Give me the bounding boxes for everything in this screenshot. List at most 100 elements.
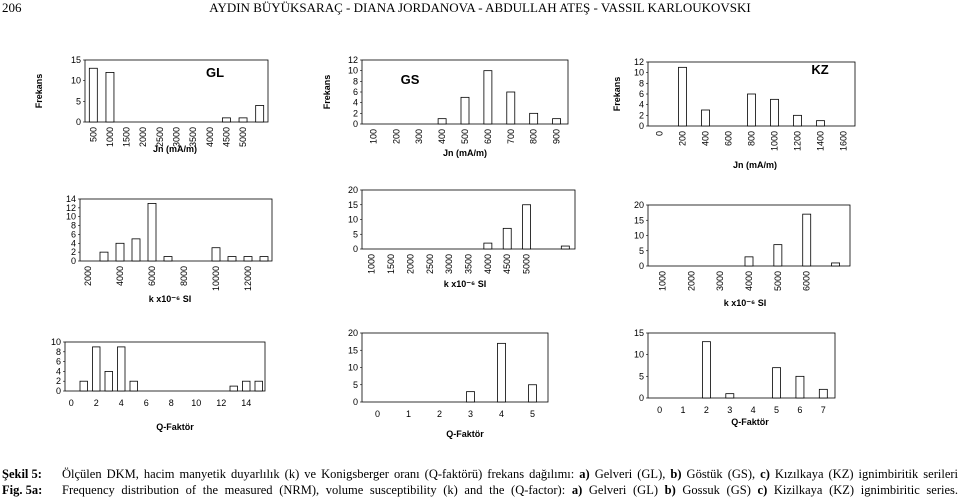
y-tick-label: 0 [639,121,644,131]
y-tick-label: 8 [71,221,76,231]
x-axis-label: Q-Faktör [156,422,194,432]
y-tick-label: 12 [66,203,76,213]
x-tick-label: 1600 [839,131,849,151]
plot-frame [79,198,273,262]
x-tick-label: 6 [144,398,149,408]
bar [795,375,805,399]
caption-segment: Gelveri (GL) [582,483,665,497]
bar [502,227,512,250]
x-tick-label: 8 [169,398,174,408]
bar [105,72,115,123]
y-tick-label: 6 [71,229,76,239]
y-tick-label: 0 [76,117,81,127]
caption-segment: c) [757,483,768,497]
y-tick-label: 10 [634,350,644,360]
bar [131,238,141,262]
y-tick-label: 15 [348,200,358,210]
bar [163,256,173,262]
x-tick-label: 500 [88,127,98,142]
x-tick-label: 4000 [205,127,215,147]
caption-label: Fig. 5a: [2,483,43,497]
x-tick-label: 500 [460,129,470,144]
x-tick-label: 6000 [802,271,812,291]
bar [242,380,251,392]
x-tick-label: 1 [681,405,686,415]
bar [483,242,493,250]
y-tick-label: 10 [348,66,358,76]
x-tick-label: 0 [655,131,665,136]
x-tick-label: 700 [506,129,516,144]
page-header: 206 AYDIN BÜYÜKSARAÇ - DIANA JORDANOVA -… [0,0,960,16]
y-tick-label: 4 [56,366,61,376]
y-tick-label: 0 [71,256,76,266]
x-tick-label: 2 [704,405,709,415]
x-tick-label: 200 [391,129,401,144]
x-tick-label: 6 [797,405,802,415]
y-tick-label: 10 [634,231,644,241]
y-tick-label: 8 [353,76,358,86]
bar [229,385,238,392]
x-axis-label: Jn (mA/m) [153,144,197,154]
bar [129,380,138,392]
bar [79,380,88,392]
x-tick-label: 3000 [715,271,725,291]
bar [831,262,840,267]
x-tick-label: 4 [499,409,504,419]
caption-segment: Göstük (GS), [681,467,761,481]
chart-title: GS [401,72,420,87]
caption-text: Ölçülen DKM, hacim manyetik duyarlılık (… [62,466,958,482]
y-tick-label: 0 [353,244,358,254]
y-tick-label: 20 [348,328,358,338]
x-tick-label: 2 [94,398,99,408]
x-tick-label: 2 [437,409,442,419]
x-tick-label: 7 [821,405,826,415]
x-tick-label: 1000 [657,271,667,291]
bar [483,70,493,125]
x-tick-label: 1500 [122,127,132,147]
bar [115,242,125,262]
x-tick-label: 14 [241,398,251,408]
caption-segment: a) [579,467,590,481]
y-tick-label: 14 [66,194,76,204]
bar [88,67,98,123]
x-tick-label: 2000 [686,271,696,291]
bar [522,204,531,250]
plot-frame [64,341,266,392]
caption-segment: Kızılkaya (KZ) ignimbiritik serileri [769,467,958,481]
x-tick-label: 3000 [444,254,454,274]
x-tick-label: 1000 [770,131,780,151]
x-axis-label: k x10⁻⁶ SI [444,279,486,289]
bar [227,256,237,262]
x-tick-label: 3 [468,409,473,419]
caption-segment: b) [670,467,682,481]
x-tick-label: 4 [751,405,756,415]
x-tick-label: 600 [724,131,734,146]
x-tick-label: 800 [747,131,757,146]
bar [460,96,470,125]
page-number: 206 [2,0,22,15]
y-tick-label: 5 [639,246,644,256]
x-tick-label: 800 [529,129,539,144]
y-tick-label: 0 [639,393,644,403]
x-axis-label: Jn (mA/m) [443,148,487,158]
y-tick-label: 10 [348,363,358,373]
x-tick-label: 2000 [83,266,93,286]
bar [793,114,802,127]
x-tick-label: 3000 [172,127,182,147]
y-tick-label: 0 [353,397,358,407]
bar [147,203,157,262]
bar [437,118,447,125]
y-tick-label: 6 [56,357,61,367]
caption-segment: Gossuk (GS) [675,483,758,497]
bar [243,256,253,262]
y-tick-label: 5 [353,229,358,239]
chart-title: GL [206,65,224,80]
x-tick-label: 0 [69,398,74,408]
x-tick-label: 5 [774,405,779,415]
bar [552,118,561,125]
plot-frame [84,59,269,123]
caption-segment: b) [664,483,676,497]
x-tick-label: 6000 [147,266,157,286]
y-tick-label: 12 [634,57,644,67]
